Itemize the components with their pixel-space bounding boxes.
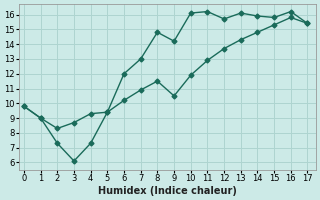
X-axis label: Humidex (Indice chaleur): Humidex (Indice chaleur) [98,186,237,196]
